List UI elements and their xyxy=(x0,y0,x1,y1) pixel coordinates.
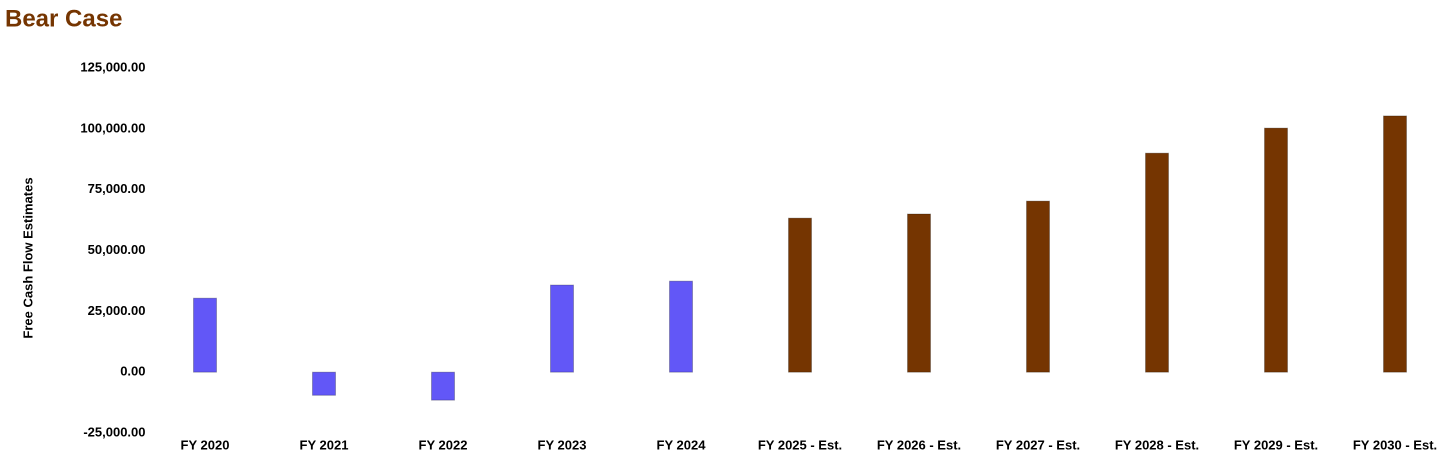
x-tick-label: FY 2020 xyxy=(181,437,230,452)
x-tick-label: FY 2024 xyxy=(657,437,707,452)
y-tick-label: -25,000.00 xyxy=(83,424,145,439)
bar xyxy=(193,297,217,373)
bar xyxy=(1026,200,1050,373)
y-tick-label: 75,000.00 xyxy=(88,181,146,196)
y-tick-label: 0.00 xyxy=(120,364,145,379)
bar xyxy=(669,280,693,373)
chart-title: Bear Case xyxy=(5,5,122,32)
y-tick-label: 100,000.00 xyxy=(80,120,145,135)
x-tick-label: FY 2021 xyxy=(300,437,349,452)
y-tick-label: 125,000.00 xyxy=(80,59,145,74)
bar xyxy=(788,217,812,373)
bar xyxy=(1264,127,1288,373)
bar xyxy=(312,371,336,396)
x-tick-label: FY 2027 - Est. xyxy=(996,437,1080,452)
x-tick-label: FY 2028 - Est. xyxy=(1115,437,1199,452)
x-tick-label: FY 2022 xyxy=(419,437,468,452)
y-tick-label: 25,000.00 xyxy=(88,303,146,318)
x-tick-label: FY 2023 xyxy=(538,437,587,452)
bar xyxy=(431,371,455,401)
bar xyxy=(907,213,931,373)
x-tick-label: FY 2026 - Est. xyxy=(877,437,961,452)
y-tick-label: 50,000.00 xyxy=(88,242,146,257)
x-tick-label: FY 2030 - Est. xyxy=(1353,437,1437,452)
x-tick-label: FY 2029 - Est. xyxy=(1234,437,1318,452)
x-tick-label: FY 2025 - Est. xyxy=(758,437,842,452)
y-axis-label: Free Cash Flow Estimates xyxy=(20,177,35,338)
bar xyxy=(550,284,574,373)
bar xyxy=(1145,152,1169,373)
bar xyxy=(1383,115,1407,373)
